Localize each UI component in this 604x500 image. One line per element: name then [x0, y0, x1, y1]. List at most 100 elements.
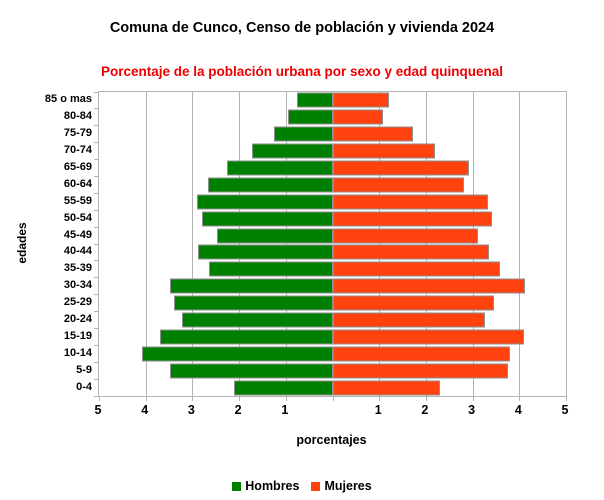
x-axis-tick	[99, 396, 100, 401]
bar-hombres	[208, 177, 333, 193]
bar-mujeres	[332, 126, 414, 142]
bar-hombres	[181, 312, 333, 328]
pyramid-row	[99, 261, 566, 278]
bar-mujeres	[332, 295, 495, 311]
x-tick-label: 1	[281, 403, 289, 417]
age-label: 75-79	[63, 127, 92, 140]
age-label: 85 o mas	[44, 93, 92, 106]
y-axis-tick	[94, 192, 99, 194]
pyramid-row	[99, 227, 566, 244]
legend: Hombres Mujeres	[0, 479, 604, 493]
x-axis-tick	[425, 396, 427, 401]
age-label: 55-59	[63, 194, 92, 207]
bar-hombres	[274, 126, 333, 142]
bar-mujeres	[332, 228, 478, 244]
x-tick-label: 2	[234, 403, 242, 417]
age-label: 60-64	[63, 177, 92, 190]
x-axis-tick-labels: 5 4 3 2 1 1 2 3 4 5	[95, 403, 569, 419]
age-label: 40-44	[63, 245, 92, 258]
legend-swatch-hombres	[232, 481, 242, 491]
bar-mujeres	[332, 194, 488, 210]
bar-mujeres	[332, 261, 501, 277]
bar-mujeres	[332, 244, 489, 260]
legend-item-mujeres: Mujeres	[311, 479, 372, 493]
pyramid-row	[99, 143, 566, 160]
y-axis-tick	[94, 395, 99, 397]
y-axis-tick	[94, 108, 99, 110]
chart-title: Comuna de Cunco, Censo de población y vi…	[109, 20, 495, 36]
pyramid-row	[99, 126, 566, 143]
bar-hombres	[252, 143, 333, 159]
pyramid-row	[99, 278, 566, 295]
x-tick-label: 2	[421, 403, 429, 417]
age-label: 45-49	[63, 228, 92, 241]
bar-mujeres	[332, 211, 493, 227]
bar-mujeres	[332, 329, 524, 345]
bar-hombres	[197, 194, 333, 210]
x-axis-title: porcentajes	[296, 433, 367, 447]
pyramid-row	[99, 328, 566, 345]
bar-hombres	[142, 346, 333, 362]
y-axis-tick	[94, 243, 99, 245]
legend-label-mujeres: Mujeres	[324, 479, 372, 493]
bar-hombres	[233, 380, 333, 396]
bar-mujeres	[332, 109, 383, 125]
bar-mujeres	[332, 380, 440, 396]
bar-mujeres	[332, 177, 465, 193]
gridline	[192, 92, 194, 396]
x-tick-label: 3	[468, 403, 476, 417]
y-axis-tick	[94, 361, 99, 363]
y-axis-title: edades	[15, 222, 29, 264]
x-tick-label: 4	[514, 403, 522, 417]
gridline	[285, 92, 287, 396]
y-axis-tick	[94, 277, 99, 279]
y-axis-tick	[94, 209, 99, 211]
bar-hombres	[217, 228, 333, 244]
pyramid-row	[99, 295, 566, 312]
bar-mujeres	[332, 160, 470, 176]
bar-mujeres	[332, 346, 510, 362]
age-label: 20-24	[63, 312, 92, 325]
bar-mujeres	[332, 363, 508, 379]
legend-swatch-mujeres	[311, 481, 321, 491]
x-axis-tick	[332, 396, 334, 401]
bar-mujeres	[332, 278, 525, 294]
bar-mujeres	[332, 143, 436, 159]
gridline	[239, 92, 241, 396]
age-label: 35-39	[63, 262, 92, 275]
gridline	[379, 92, 381, 396]
x-axis-tick	[145, 396, 147, 401]
pyramid-row	[99, 345, 566, 362]
pyramid-row	[99, 92, 566, 109]
y-axis-tick	[94, 175, 99, 177]
bar-mujeres	[332, 312, 486, 328]
legend-label-hombres: Hombres	[245, 479, 300, 493]
y-axis-tick	[94, 311, 99, 313]
x-tick-label: 4	[141, 403, 149, 417]
pyramid-row	[99, 160, 566, 177]
y-axis-labels: 85 o mas 80-84 75-79 70-74 65-69 60-64 55-59 50…	[0, 91, 92, 395]
x-axis-tick	[472, 396, 474, 401]
pyramid-row	[99, 176, 566, 193]
chart-subtitle: Porcentaje de la población urbana por se…	[100, 64, 504, 79]
x-tick-label: 3	[187, 403, 195, 417]
age-label: 50-54	[63, 211, 92, 224]
bar-hombres	[288, 109, 333, 125]
bar-hombres	[169, 278, 333, 294]
plot-area	[94, 91, 567, 401]
legend-item-hombres: Hombres	[232, 479, 299, 493]
x-tick-label: 1	[374, 403, 382, 417]
x-axis-tick	[379, 396, 381, 401]
age-label: 0-4	[76, 380, 92, 393]
y-axis-tick	[94, 327, 99, 329]
bar-hombres	[202, 211, 333, 227]
bar-hombres	[160, 329, 333, 345]
bar-hombres	[198, 244, 333, 260]
age-label: 65-69	[63, 160, 92, 173]
x-axis-tick	[566, 396, 567, 401]
gridline	[425, 92, 427, 396]
y-axis-tick	[94, 125, 99, 127]
x-axis-tick	[192, 396, 194, 401]
y-axis-tick	[94, 294, 99, 296]
